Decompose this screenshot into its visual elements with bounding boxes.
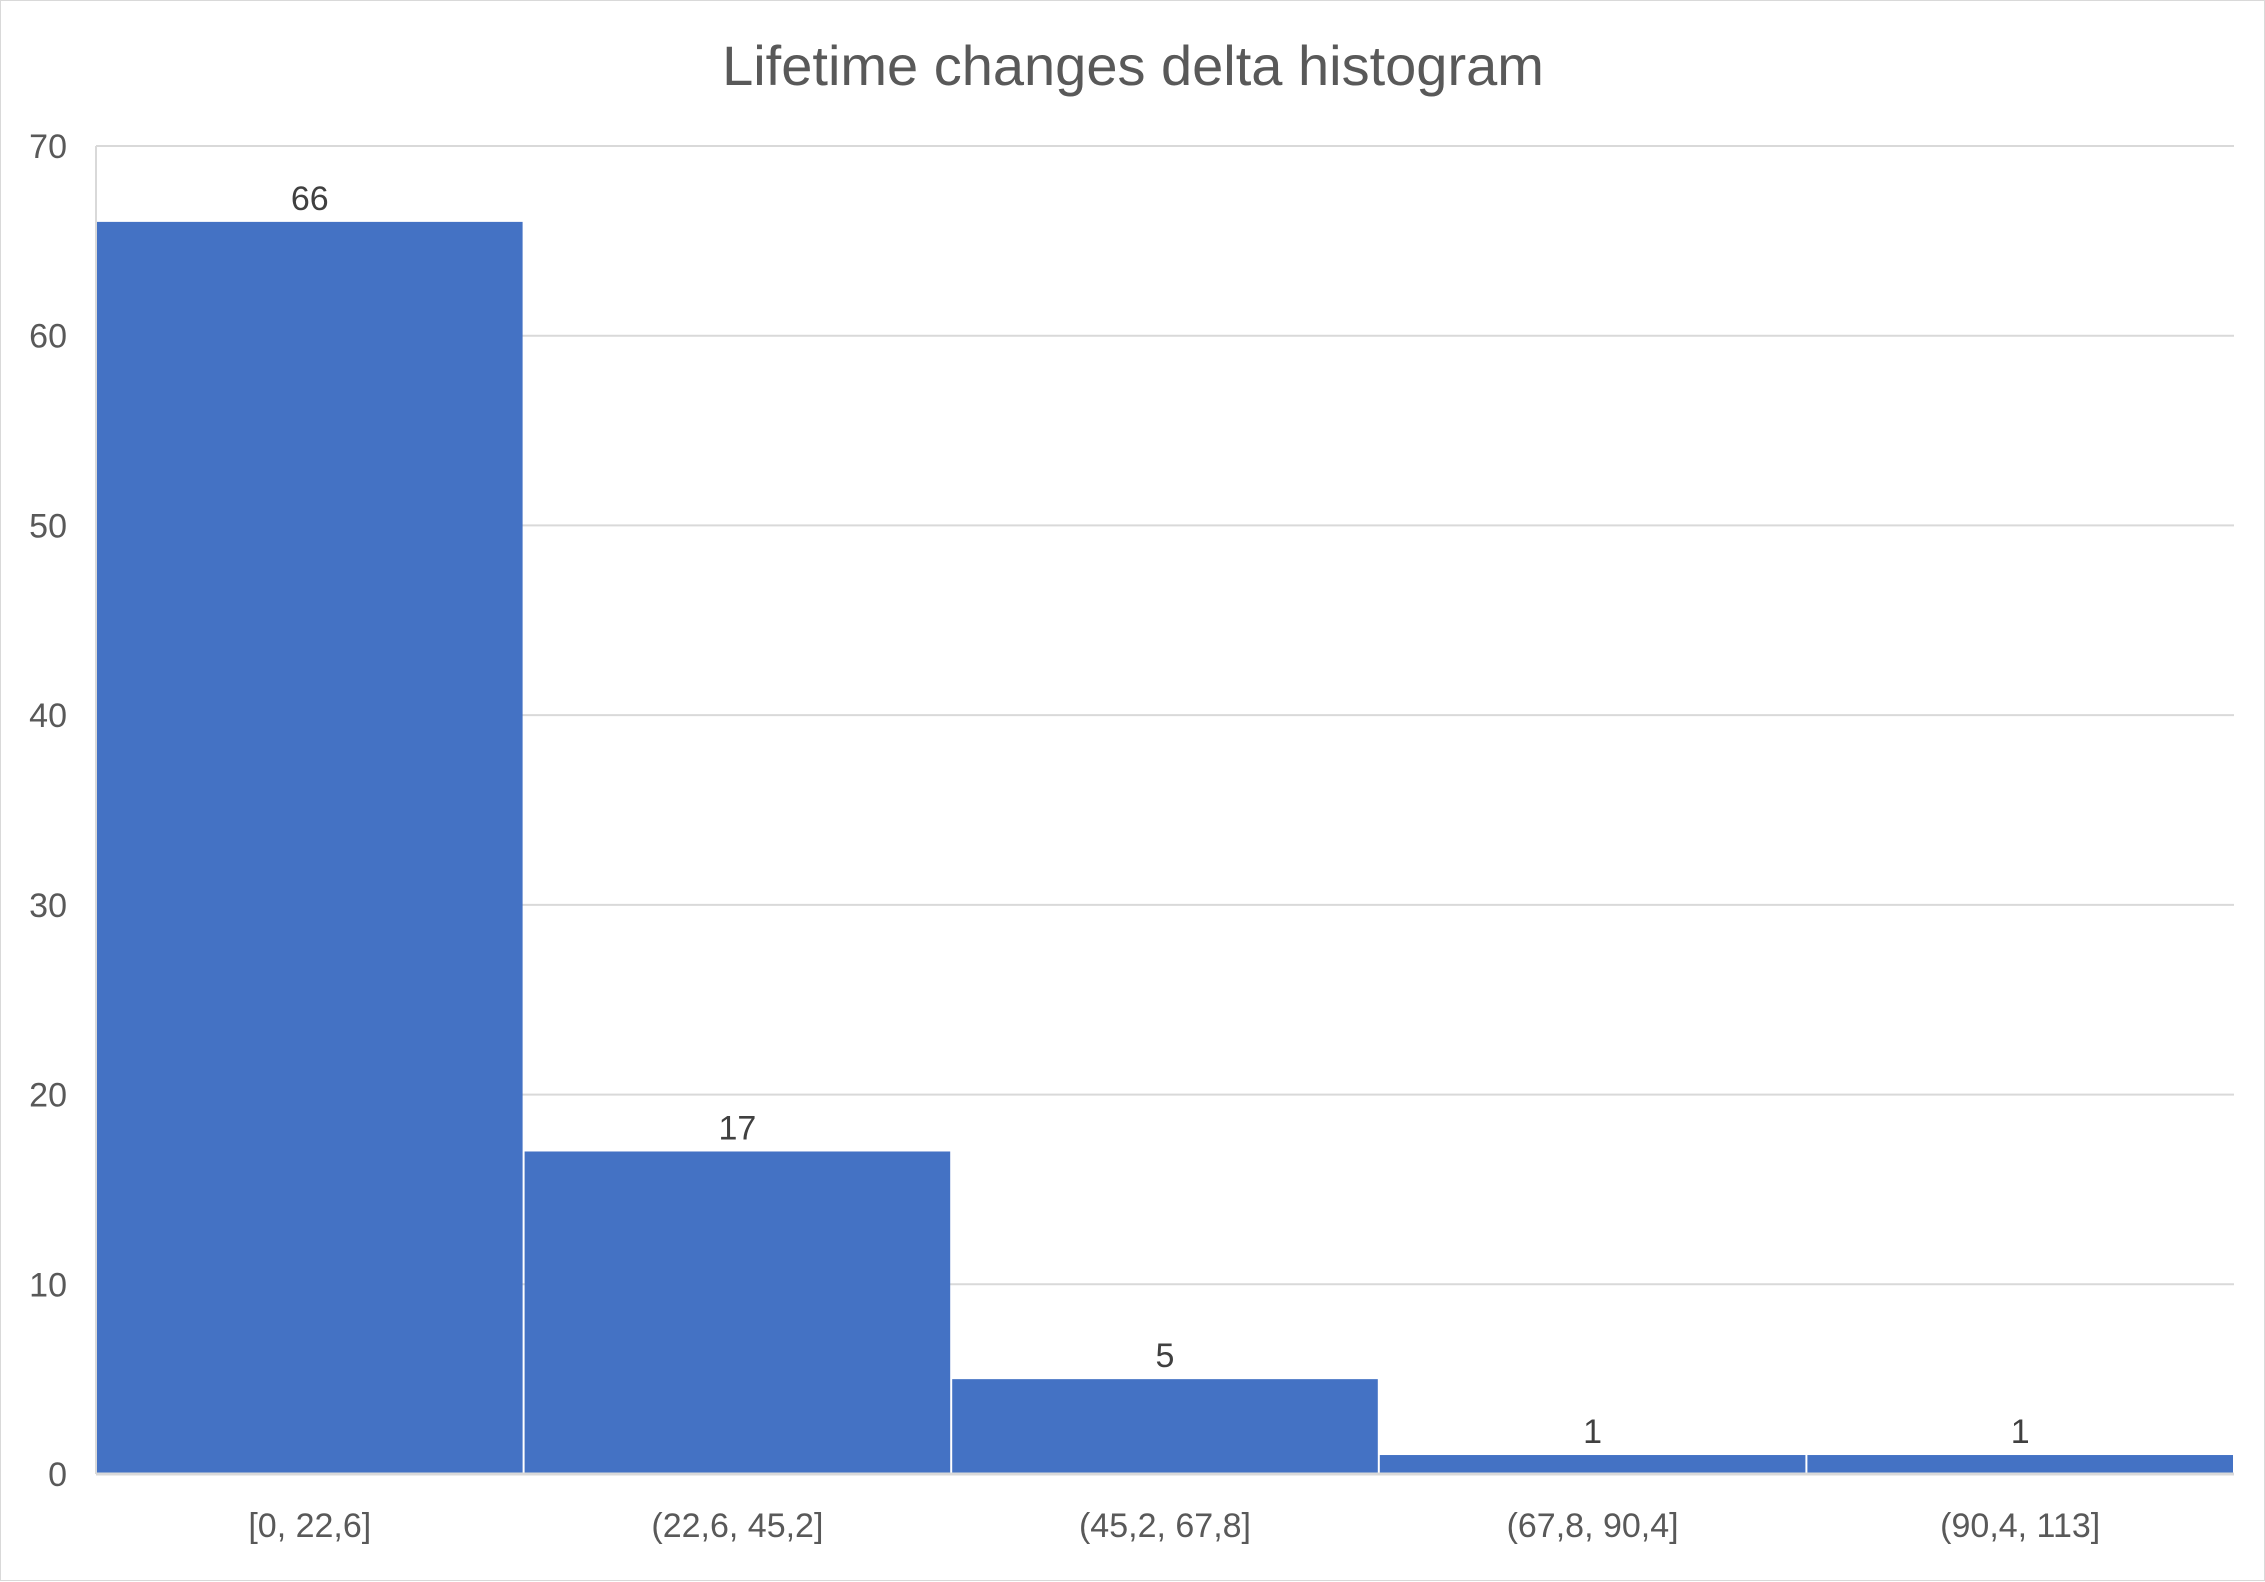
x-tick-label: (90,4, 113] (1940, 1507, 2100, 1545)
y-tick-label: 50 (29, 507, 67, 545)
data-label: 66 (291, 180, 329, 218)
histogram-bar (1807, 1455, 2233, 1474)
x-tick-label: [0, 22,6] (248, 1507, 371, 1545)
x-tick-label: (45,2, 67,8] (1079, 1507, 1251, 1545)
y-tick-label: 10 (29, 1266, 67, 1304)
chart-title: Lifetime changes delta histogram (722, 34, 1544, 97)
histogram-bar (97, 221, 523, 1474)
x-tick-label: (67,8, 90,4] (1507, 1507, 1679, 1545)
data-label: 17 (718, 1109, 756, 1147)
axes (95, 146, 2234, 1476)
y-tick-label: 30 (29, 887, 67, 925)
y-tick-label: 70 (29, 128, 67, 166)
data-label: 1 (2011, 1413, 2030, 1451)
histogram-bar (952, 1379, 1378, 1474)
data-label: 5 (1156, 1337, 1175, 1375)
y-tick-label: 20 (29, 1077, 67, 1115)
y-tick-label: 60 (29, 318, 67, 356)
histogram-bar (524, 1151, 951, 1474)
bars (97, 221, 2233, 1474)
labels: 0 10 20 30 40 50 60 70 66 [0, 22,6] 17 (22,6, 45,2]… (29, 128, 2100, 1545)
y-tick-label: 40 (29, 697, 67, 735)
data-label: 1 (1583, 1413, 1602, 1451)
y-tick-label: 0 (48, 1456, 67, 1494)
histogram-bar (1379, 1455, 1806, 1474)
x-tick-label: (22,6, 45,2] (651, 1507, 823, 1545)
